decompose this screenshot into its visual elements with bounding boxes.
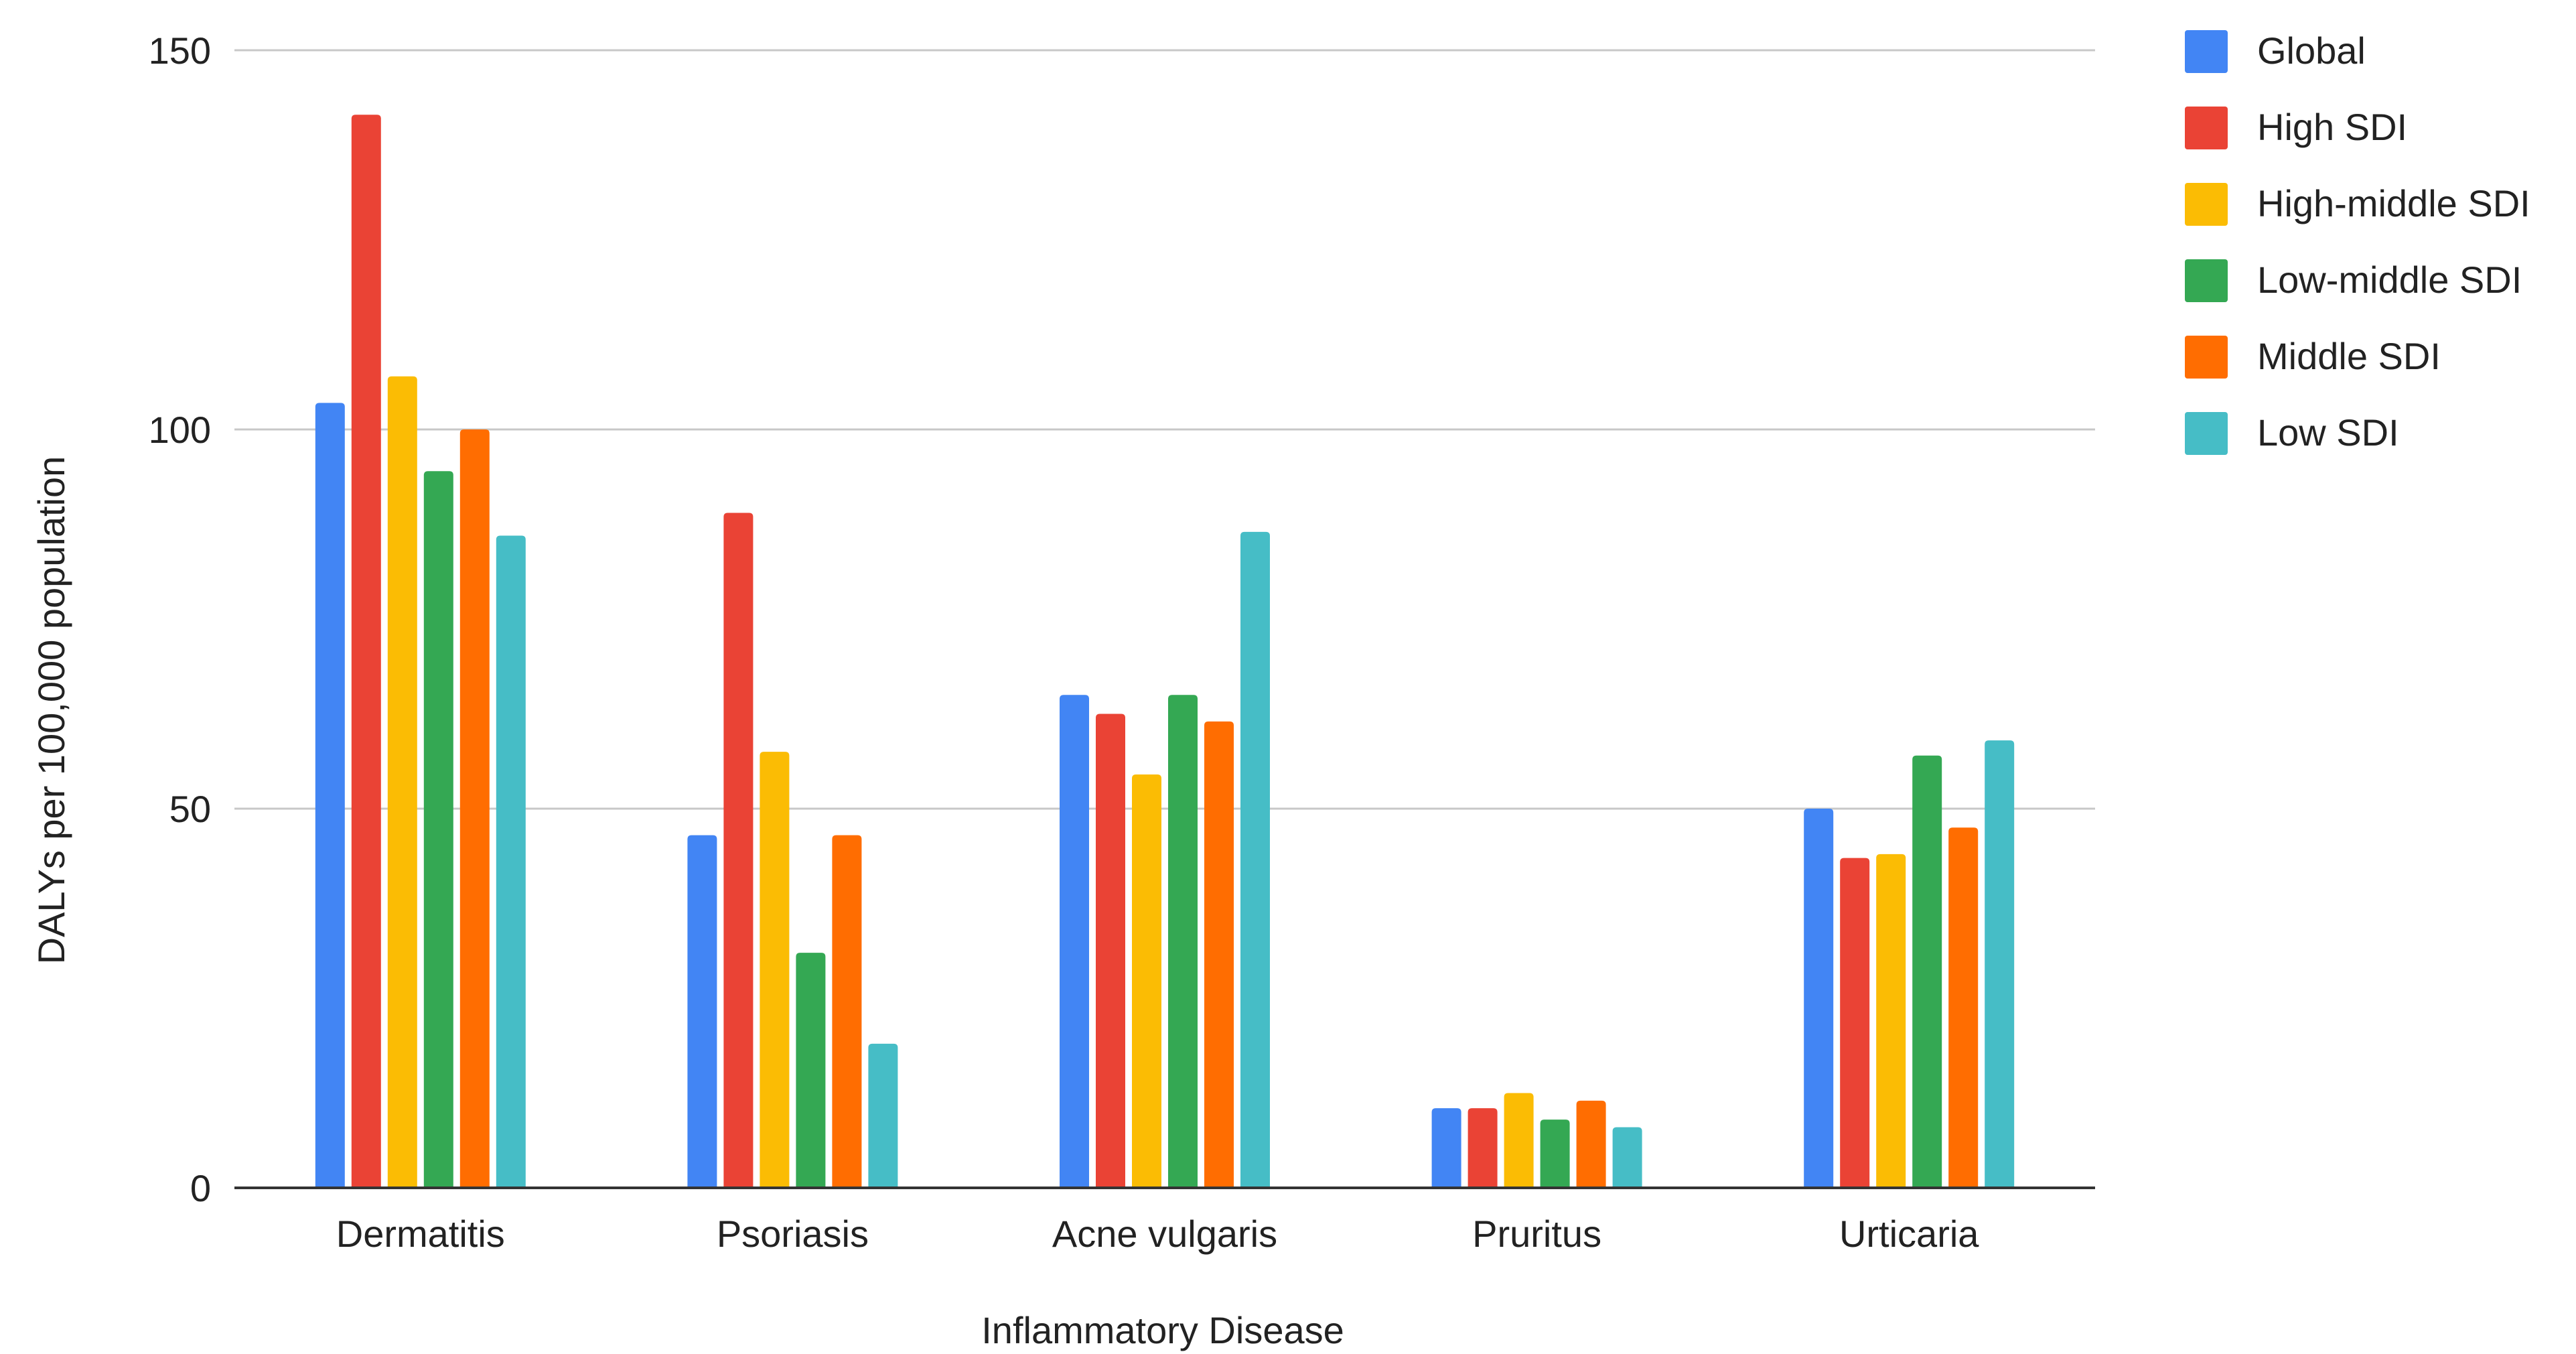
legend-label: Middle SDI [2257,335,2441,377]
bar-pruritus-low-sdi [1612,1127,1642,1188]
bar-dermatitis-low-sdi [496,535,526,1188]
bar-psoriasis-low-sdi [868,1043,898,1188]
legend-swatch [2185,336,2228,379]
bar-dermatitis-high-sdi [351,115,381,1189]
legend-label: Low SDI [2257,411,2399,454]
bar-pruritus-high-middle-sdi [1504,1093,1534,1188]
bar-urticaria-high-sdi [1840,858,1870,1188]
bar-dermatitis-high-middle-sdi [387,376,417,1188]
gridlines [234,49,2095,810]
bar-dermatitis-low-middle-sdi [423,471,453,1188]
bar-pruritus-middle-sdi [1576,1100,1606,1188]
bar-acne-vulgaris-global [1060,695,1089,1188]
bar-dermatitis-global [315,403,345,1188]
y-axis-title: DALYs per 100,000 population [30,456,72,965]
bars [315,115,2015,1189]
y-tick-label: 50 [169,788,211,830]
legend-label: Global [2257,29,2366,72]
bar-urticaria-low-sdi [1985,740,2015,1188]
legend-swatch [2185,183,2228,226]
legend-swatch [2185,412,2228,455]
bar-urticaria-high-middle-sdi [1876,854,1906,1188]
bar-acne-vulgaris-high-middle-sdi [1132,774,1161,1188]
x-tick-label: Psoriasis [717,1213,869,1255]
bar-dermatitis-middle-sdi [459,429,490,1188]
bar-urticaria-global [1804,809,1834,1188]
bar-pruritus-low-middle-sdi [1540,1120,1570,1188]
legend-swatch [2185,30,2228,73]
y-tick-label: 150 [149,29,211,72]
bar-psoriasis-high-middle-sdi [760,752,790,1188]
bar-psoriasis-global [687,835,717,1188]
bar-psoriasis-low-middle-sdi [796,953,826,1188]
x-tick-label: Urticaria [1839,1213,1979,1255]
x-tick-label: Pruritus [1472,1213,1601,1255]
legend: Global High SDI High-middle SDI Low-middle … [2185,29,2530,455]
x-tick-label: Acne vulgaris [1052,1213,1277,1255]
bar-acne-vulgaris-middle-sdi [1204,721,1234,1188]
bar-acne-vulgaris-low-middle-sdi [1168,695,1198,1188]
legend-swatch [2185,107,2228,149]
legend-label: High SDI [2257,106,2407,148]
x-axis-title: Inflammatory Disease [981,1309,1344,1351]
bar-psoriasis-middle-sdi [832,835,862,1188]
bar-acne-vulgaris-high-sdi [1096,714,1125,1188]
x-tick-label: Dermatitis [336,1213,505,1255]
y-tick-label: 0 [190,1167,211,1209]
y-tick-label: 100 [149,409,211,451]
legend-swatch [2185,259,2228,302]
bar-psoriasis-high-sdi [723,513,754,1188]
bar-pruritus-global [1431,1108,1461,1188]
legend-label: High-middle SDI [2257,182,2530,224]
bar-pruritus-high-sdi [1468,1108,1498,1188]
legend-label: Low-middle SDI [2257,259,2522,301]
axes: 0 50 100 150 Dermatitis Psoriasis Acne vulgari… [149,29,2095,1255]
bar-acne-vulgaris-low-sdi [1240,531,1270,1188]
bar-urticaria-middle-sdi [1948,827,1979,1188]
bar-urticaria-low-middle-sdi [1912,755,1942,1188]
